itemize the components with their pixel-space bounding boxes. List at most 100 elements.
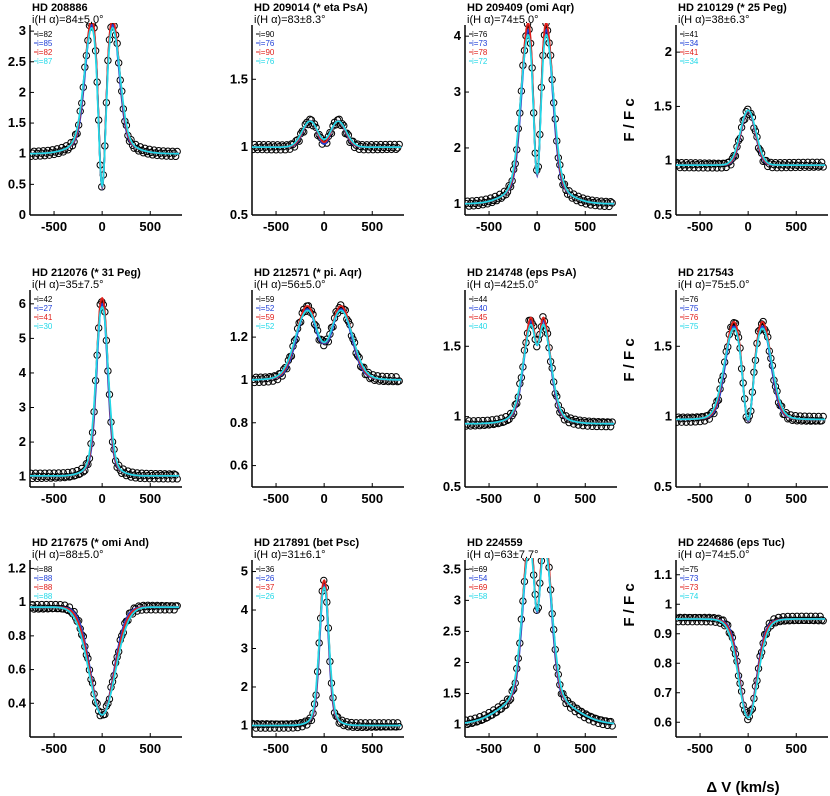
obs-point — [791, 616, 800, 624]
y-tick-label: 1 — [241, 372, 248, 387]
y-tick-label: 5 — [241, 564, 248, 579]
model-cyan-line — [465, 323, 615, 425]
y-tick-label: 1 — [19, 594, 26, 609]
model-cyan-line — [676, 109, 826, 166]
obs-point — [819, 163, 827, 171]
y-tick-label: 6 — [19, 296, 26, 311]
x-tick-label: 500 — [785, 219, 807, 234]
model-blue-line — [465, 558, 615, 725]
obs-point — [173, 147, 181, 156]
obs-point — [173, 602, 181, 610]
x-tick-label: 500 — [574, 491, 596, 506]
plot-area — [252, 115, 403, 154]
obs-point — [50, 604, 58, 613]
legend-entry: i=72 — [472, 57, 488, 66]
legend-entry: i=37 — [259, 583, 275, 592]
y-tick-label: 1 — [19, 146, 26, 161]
y-tick-label: 0.5 — [8, 176, 26, 191]
x-tick-label: -500 — [687, 741, 713, 756]
obs-point — [545, 558, 550, 559]
obs-point — [62, 472, 71, 481]
panel-title: HD 217543 — [678, 267, 734, 279]
y-tick-label: 1 — [241, 717, 248, 732]
model-cyan-line — [252, 309, 402, 381]
panel-title: HD 209409 (omi Aqr) — [467, 2, 575, 14]
x-tick-label: 0 — [745, 741, 752, 756]
x-tick-label: 0 — [534, 491, 541, 506]
x-tick-label: 500 — [785, 741, 807, 756]
y-tick-label: 4 — [241, 602, 249, 617]
legend-entry: i=30 — [37, 322, 53, 331]
y-tick-label: 1.5 — [654, 98, 672, 113]
x-tick-label: 500 — [361, 491, 383, 506]
obs-point — [171, 471, 180, 479]
x-tick-label: 500 — [139, 741, 161, 756]
x-tick-label: -500 — [687, 219, 713, 234]
obs-point — [109, 16, 115, 22]
legend-entry: i=85 — [37, 39, 53, 48]
y-tick-label: 1 — [454, 409, 461, 424]
panel-10: HD 217891 (bet Psc)i(H α)=31±6.1° -500 0 50… — [241, 537, 404, 756]
y-tick-label: 0.6 — [654, 714, 672, 729]
x-tick-label: -500 — [263, 741, 289, 756]
obs-point — [711, 160, 720, 168]
panel-4: HD 210129 (* 25 Peg)i(H α)=38±6.3° -500 0 5… — [654, 2, 828, 234]
legend-entry: i=88 — [37, 583, 53, 592]
y-tick-label: 1 — [19, 469, 26, 484]
obs-point — [527, 532, 533, 538]
y-tick-label: 0.5 — [654, 207, 672, 222]
y-tick-label: 2.5 — [443, 623, 461, 638]
obs-point — [696, 613, 704, 622]
legend-entry: i=42 — [37, 295, 53, 304]
obs-point — [159, 602, 168, 610]
legend-entry: i=26 — [259, 574, 275, 583]
model-cyan-line — [676, 327, 826, 422]
legend-entry: i=75 — [683, 322, 699, 331]
legend-entry: i=88 — [37, 574, 53, 583]
obs-point — [255, 720, 263, 729]
legend-entry: i=76 — [472, 30, 488, 39]
x-tick-label: 500 — [574, 219, 596, 234]
plot-area — [465, 313, 616, 431]
x-tick-label: 0 — [99, 741, 106, 756]
plot-area — [676, 612, 827, 724]
y-tick-label: 0.5 — [654, 479, 672, 494]
x-tick-label: 0 — [745, 491, 752, 506]
obs-point — [387, 723, 396, 731]
y-tick-label: 1.5 — [8, 115, 26, 130]
legend-entry: i=76 — [683, 295, 699, 304]
obs-point — [600, 418, 609, 427]
obs-point — [488, 198, 496, 207]
legend-entry: i=88 — [37, 565, 53, 574]
model-black-line — [465, 558, 615, 725]
obs-point — [373, 722, 382, 731]
legend-entry: i=75 — [683, 565, 699, 574]
plot-area — [252, 301, 403, 387]
plot-area — [30, 296, 181, 483]
x-axis-label: Δ V (km/s) — [706, 779, 779, 796]
obs-point — [606, 717, 615, 726]
legend-entry: i=75 — [683, 304, 699, 313]
y-tick-label: 1 — [665, 153, 672, 168]
model-blue-line — [30, 606, 180, 716]
obs-point — [608, 418, 616, 426]
obs-point — [526, 536, 532, 542]
plot-area — [30, 16, 181, 191]
legend-entry: i=90 — [259, 48, 275, 57]
x-tick-label: -500 — [476, 491, 502, 506]
y-tick-label: 1.5 — [230, 71, 248, 86]
x-tick-label: 0 — [99, 219, 106, 234]
obs-point — [292, 719, 300, 728]
panel-subtitle: i(H α)=63±7.7° — [467, 549, 539, 561]
obs-point — [810, 616, 818, 625]
y-tick-label: 0.6 — [8, 662, 26, 677]
panel-subtitle: i(H α)=31±6.1° — [254, 549, 326, 561]
legend-entry: i=76 — [259, 57, 275, 66]
obs-point — [705, 613, 713, 622]
obs-point — [383, 723, 391, 731]
x-tick-label: -500 — [263, 219, 289, 234]
x-tick-label: -500 — [41, 741, 67, 756]
